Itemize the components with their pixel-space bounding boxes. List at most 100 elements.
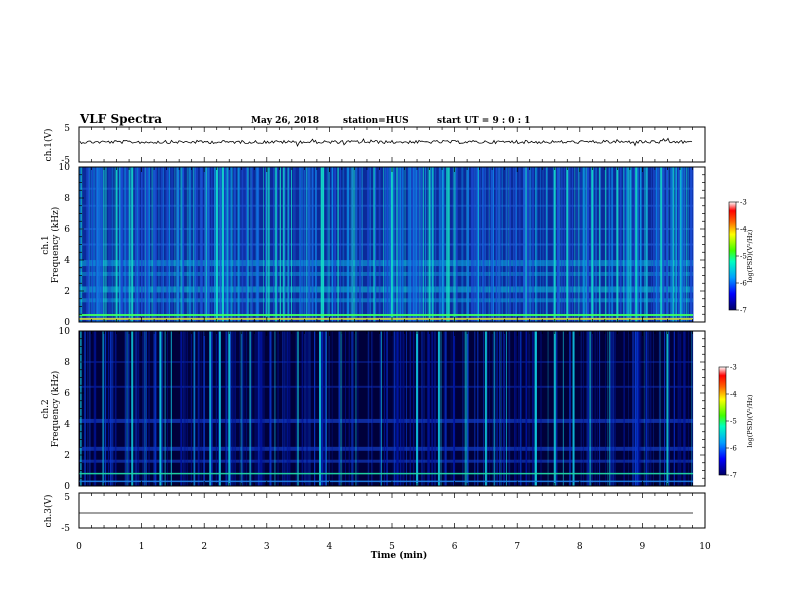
ch3-waveform-panel: 5 -5 ch.3(V) [43,492,706,534]
spectral-column [540,331,542,486]
spectral-column [225,331,226,486]
spectral-column [524,167,526,322]
spectral-column [592,167,595,322]
spectral-column [355,167,356,322]
spectral-column [386,167,389,322]
spectral-column [474,167,476,322]
spectral-column [181,167,184,322]
spectral-column [302,331,304,486]
spectral-column [389,167,391,322]
spectral-column [651,167,652,322]
spectral-column [201,167,203,322]
spectral-column [128,167,131,322]
spectral-column [189,167,192,322]
spectral-column [462,167,464,322]
ch2-spectrogram-panel: 0 2 4 6 8 10 ch.2 Frequency (kHz) [41,327,706,492]
spectral-column [245,167,248,322]
spectral-column [231,331,234,486]
spectral-column [685,167,687,322]
ch2-colorbar-gradient [718,366,727,476]
spectral-column [359,167,360,322]
spectral-column [203,331,205,486]
spectral-column [378,167,381,322]
spectral-column [523,167,525,322]
spectral-column [331,331,333,486]
spectral-column [295,331,297,486]
spectral-column [656,167,658,322]
spectral-column [588,167,590,322]
spectral-column [283,167,286,322]
spectral-column [527,167,529,322]
spectral-column [228,167,230,322]
spectral-column [170,331,172,486]
spectral-column [453,167,455,322]
spectral-column [168,167,171,322]
spectral-column [195,167,197,322]
spectral-column [246,167,249,322]
spectral-column [301,167,303,322]
spectral-column [690,167,692,322]
ch1-freq-tick-0: 0 [64,318,70,328]
spectral-column [367,167,368,322]
spectral-column [574,167,576,322]
spectral-column [621,167,622,322]
date-label: May 26, 2018 [251,116,319,126]
spectral-column [399,331,402,486]
colorbar-tick-label: -7 [740,307,747,315]
spectral-column [632,331,634,486]
spectral-column [584,167,586,322]
spectral-column [315,167,317,322]
spectral-column [368,167,370,322]
spectral-column [683,167,685,322]
spectral-column [673,331,675,486]
spectral-column [231,167,233,322]
spectral-column [676,167,677,322]
spectral-column [144,331,146,486]
ch1-waveform-ylabel: ch.1(V) [43,129,54,162]
spectral-column [506,167,508,322]
low-frequency-line [79,314,693,317]
spectral-column [402,167,404,322]
ch1-freq-tick-6: 6 [64,225,70,235]
spectral-column [136,167,138,322]
spectral-column [422,167,424,322]
spectral-column [586,331,588,486]
x-tick-label: 3 [264,542,270,552]
spectral-column [102,167,105,322]
spectral-column [555,331,558,486]
spectral-column [515,167,517,322]
spectral-column [114,331,117,486]
spectral-column [94,331,97,486]
spectral-column [462,331,464,486]
spectral-column [337,167,339,322]
spectral-column [589,331,591,486]
spectral-column [586,167,588,322]
spectral-column [431,331,432,486]
spectral-column [500,167,501,322]
spectral-column [101,167,103,322]
spectral-column [350,167,352,322]
spectral-column [287,167,289,322]
spectral-column [515,167,516,322]
spectral-column [325,331,327,486]
spectral-column [129,167,131,322]
spectral-column [577,167,580,322]
spectral-column [597,331,598,486]
spectral-column [611,167,614,322]
spectral-column [361,167,363,322]
spectral-column [162,167,164,322]
spectral-column [407,167,409,322]
spectral-column [249,331,251,486]
spectral-column [395,167,397,322]
spectral-column [120,167,123,322]
spectral-column [496,331,498,486]
ch2-colorbar: -3 -4 -5 -6 -7 log(PSD)(V²/Hz) [718,364,754,480]
spectral-column [691,331,693,486]
spectral-column [489,331,490,486]
spectral-column [605,167,607,322]
spectral-column [483,167,484,322]
spectral-column [188,167,190,322]
spectral-column [221,167,223,322]
spectral-column [229,331,232,486]
spectral-column [513,167,515,322]
